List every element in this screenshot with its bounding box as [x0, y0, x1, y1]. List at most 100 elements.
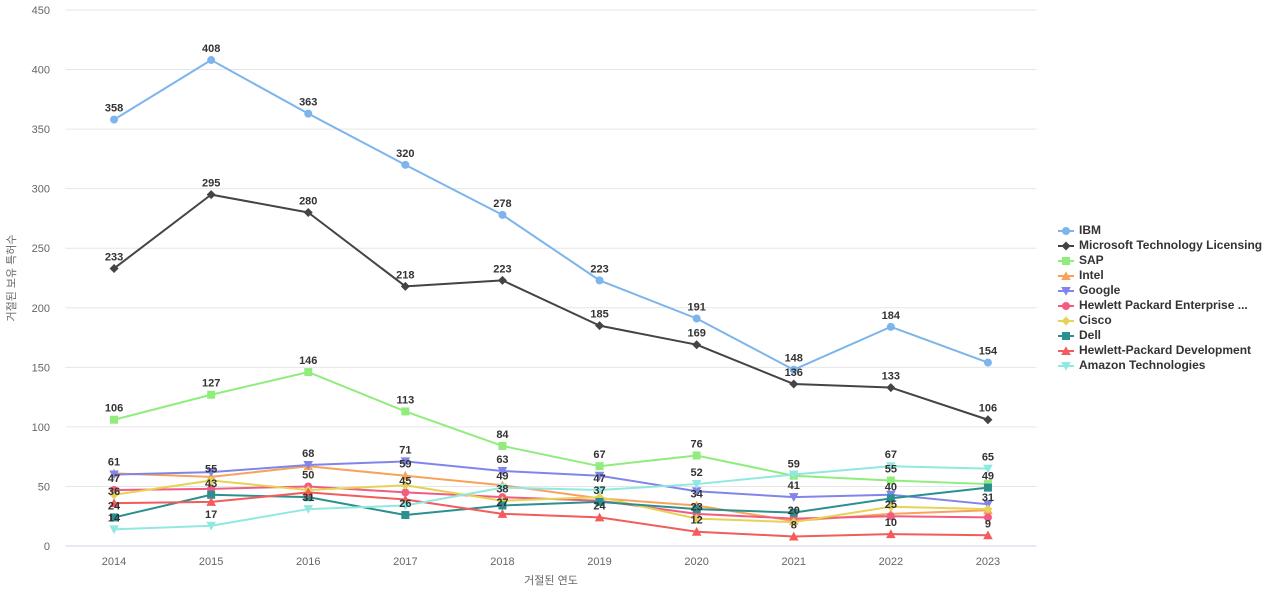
series-point-microsoft-technology-licensing[interactable]	[109, 263, 119, 273]
series-point-ibm[interactable]	[304, 109, 313, 118]
series-point-amazon-technologies[interactable]	[400, 501, 411, 511]
series-point-microsoft-technology-licensing[interactable]	[983, 415, 993, 425]
series-line-cisco[interactable]	[113, 479, 988, 524]
series-point-ibm[interactable]	[789, 365, 798, 374]
legend-item-microsoft-technology-licensing[interactable]: Microsoft Technology Licensing	[1058, 238, 1262, 253]
series-point-ibm[interactable]	[886, 322, 895, 331]
series-line-sap[interactable]	[113, 371, 988, 486]
series-point-ibm[interactable]	[983, 358, 992, 367]
series-point-cisco[interactable]	[109, 490, 119, 500]
series-line-hewlett-packard-development[interactable]	[114, 491, 988, 538]
series-point-hewlett-packard-enterprise[interactable]	[983, 513, 992, 522]
series-point-dell[interactable]	[401, 511, 410, 520]
series-point-ibm[interactable]	[401, 160, 410, 169]
series-point-amazon-technologies[interactable]	[497, 483, 508, 493]
series-point-google[interactable]	[497, 466, 508, 476]
series-point-hewlett-packard-development[interactable]	[691, 526, 702, 536]
legend-marker-icon	[1058, 361, 1074, 371]
legend-item-dell[interactable]: Dell	[1058, 328, 1262, 343]
series-point-amazon-technologies[interactable]	[303, 505, 314, 514]
series-point-hewlett-packard-development[interactable]	[400, 494, 411, 504]
series-point-google[interactable]	[691, 487, 702, 497]
series-point-amazon-technologies[interactable]	[788, 470, 799, 480]
data-label-amazon-technologies: 47	[593, 473, 605, 485]
series-point-google[interactable]	[594, 471, 605, 481]
series-point-sap[interactable]	[595, 462, 604, 471]
series-line-ibm[interactable]	[113, 59, 989, 371]
series-point-ibm[interactable]	[498, 210, 507, 219]
series-point-dell[interactable]	[595, 497, 604, 506]
series-point-ibm[interactable]	[595, 276, 604, 285]
series-point-sap[interactable]	[498, 441, 507, 450]
series-point-dell[interactable]	[498, 501, 507, 510]
series-point-dell[interactable]	[789, 508, 798, 517]
series-point-dell[interactable]	[110, 513, 119, 522]
series-line-dell[interactable]	[113, 486, 989, 519]
series-point-microsoft-technology-licensing[interactable]	[206, 190, 216, 200]
series-point-ibm[interactable]	[110, 115, 119, 124]
series-point-cisco[interactable]	[206, 475, 216, 485]
legend-item-cisco[interactable]: Cisco	[1058, 313, 1262, 328]
series-point-hewlett-packard-development[interactable]	[303, 487, 314, 497]
series-point-cisco[interactable]	[983, 504, 993, 514]
series-point-cisco[interactable]	[400, 480, 410, 490]
series-point-google[interactable]	[400, 457, 411, 467]
series-point-hewlett-packard-enterprise[interactable]	[886, 512, 895, 521]
series-point-ibm[interactable]	[692, 314, 701, 323]
legend-item-sap[interactable]: SAP	[1058, 253, 1262, 268]
series-point-sap[interactable]	[207, 390, 216, 399]
series-point-google[interactable]	[109, 470, 119, 480]
series-point-cisco[interactable]	[886, 502, 896, 512]
series-point-cisco[interactable]	[692, 514, 702, 524]
series-point-hewlett-packard-development[interactable]	[109, 498, 119, 508]
series-line-microsoft-technology-licensing[interactable]	[113, 193, 989, 421]
series-point-dell[interactable]	[983, 483, 992, 492]
series-point-amazon-technologies[interactable]	[983, 464, 993, 474]
series-point-hewlett-packard-development[interactable]	[206, 497, 216, 506]
legend-item-intel[interactable]: Intel	[1058, 268, 1262, 283]
series-point-hewlett-packard-development[interactable]	[886, 529, 896, 539]
series-point-hewlett-packard-development[interactable]	[594, 512, 605, 522]
series-point-amazon-technologies[interactable]	[594, 486, 605, 495]
y-tick-label: 300	[32, 184, 50, 196]
series-point-cisco[interactable]	[789, 517, 799, 527]
series-point-ibm[interactable]	[207, 56, 216, 65]
series-line-amazon-technologies[interactable]	[114, 465, 988, 531]
legend-item-hewlett-packard-development[interactable]: Hewlett-Packard Development	[1058, 343, 1262, 358]
series-point-google[interactable]	[788, 493, 799, 502]
series-point-sap[interactable]	[110, 415, 119, 424]
series-point-intel[interactable]	[400, 470, 411, 480]
legend-item-ibm[interactable]: IBM	[1058, 223, 1262, 238]
series-point-microsoft-technology-licensing[interactable]	[789, 379, 799, 389]
series-point-amazon-technologies[interactable]	[109, 525, 119, 535]
series-point-dell[interactable]	[886, 494, 895, 503]
series-point-dell[interactable]	[207, 490, 216, 499]
series-point-dell[interactable]	[692, 505, 701, 514]
series-point-sap[interactable]	[401, 407, 410, 416]
y-tick-label: 50	[38, 481, 50, 493]
series-line-google[interactable]	[114, 460, 989, 506]
series-point-sap[interactable]	[692, 451, 701, 460]
series-point-hewlett-packard-enterprise[interactable]	[110, 486, 119, 495]
legend-item-hewlett-packard-enterprise[interactable]: Hewlett Packard Enterprise ...	[1058, 298, 1262, 313]
series-point-hewlett-packard-development[interactable]	[497, 509, 508, 518]
series-point-microsoft-technology-licensing[interactable]	[303, 207, 313, 217]
series-point-microsoft-technology-licensing[interactable]	[595, 321, 605, 331]
legend-item-amazon-technologies[interactable]: Amazon Technologies	[1058, 358, 1262, 373]
series-point-sap[interactable]	[886, 476, 895, 485]
series-point-microsoft-technology-licensing[interactable]	[400, 281, 410, 291]
series-point-amazon-technologies[interactable]	[886, 462, 896, 471]
legend-item-google[interactable]: Google	[1058, 283, 1262, 298]
series-point-hewlett-packard-development[interactable]	[788, 531, 799, 541]
series-point-microsoft-technology-licensing[interactable]	[692, 340, 702, 350]
series-point-amazon-technologies[interactable]	[206, 521, 216, 531]
series-point-google[interactable]	[303, 461, 314, 470]
series-point-sap[interactable]	[304, 368, 313, 377]
series-point-dell[interactable]	[304, 493, 313, 502]
series-point-hewlett-packard-enterprise[interactable]	[401, 488, 410, 497]
series-point-microsoft-technology-licensing[interactable]	[886, 383, 896, 393]
series-point-google[interactable]	[206, 468, 216, 477]
series-point-amazon-technologies[interactable]	[691, 480, 702, 489]
series-point-microsoft-technology-licensing[interactable]	[497, 275, 507, 285]
series-point-hewlett-packard-development[interactable]	[983, 530, 993, 540]
